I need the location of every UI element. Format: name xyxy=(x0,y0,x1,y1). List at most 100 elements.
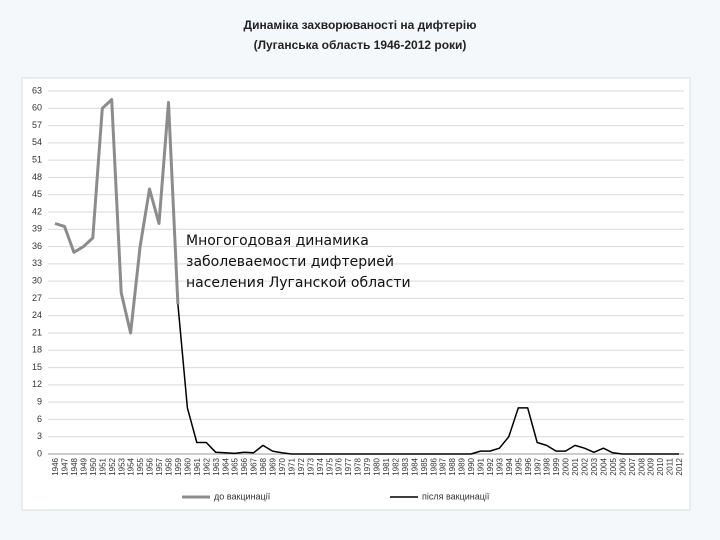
x-tick-label: 1954 xyxy=(127,457,136,475)
series-line xyxy=(54,98,180,335)
x-tick-label: 1959 xyxy=(174,457,183,475)
y-tick-label: 30 xyxy=(32,276,42,286)
annotation: заболеваемости дифтерией xyxy=(186,254,394,270)
x-tick-label: 2008 xyxy=(637,457,646,475)
chart-subtitle: (Луганська область 1946-2012 роки) xyxy=(254,38,467,52)
x-tick-label: 2010 xyxy=(656,457,665,475)
x-tick-label: 2007 xyxy=(628,457,637,475)
x-tick-label: 1960 xyxy=(183,457,192,475)
x-tick-label: 2005 xyxy=(609,457,618,475)
y-tick-label: 54 xyxy=(32,137,42,147)
x-tick-label: 1968 xyxy=(259,457,268,475)
x-tick-label: 1975 xyxy=(325,457,334,475)
y-tick-label: 39 xyxy=(32,224,42,234)
y-tick-label: 27 xyxy=(32,293,42,303)
x-tick-label: 1946 xyxy=(51,457,60,475)
x-tick-label: 2011 xyxy=(666,457,675,475)
x-tick-label: 1971 xyxy=(287,457,296,475)
x-tick-label: 1993 xyxy=(495,457,504,475)
x-tick-label: 2006 xyxy=(618,457,627,475)
x-tick-label: 1995 xyxy=(514,457,523,475)
x-tick-label: 2003 xyxy=(590,457,599,475)
x-tick-label: 1974 xyxy=(316,457,325,475)
x-tick-label: 1951 xyxy=(98,457,107,475)
x-tick-label: 2001 xyxy=(571,457,580,475)
y-tick-label: 57 xyxy=(32,120,42,130)
x-tick-label: 1976 xyxy=(335,457,344,475)
x-tick-label: 1953 xyxy=(117,457,126,475)
x-tick-label: 1967 xyxy=(250,457,259,475)
x-tick-label: 1970 xyxy=(278,457,287,475)
x-tick-label: 1989 xyxy=(458,457,467,475)
x-tick-label: 1948 xyxy=(70,457,79,475)
x-tick-label: 1973 xyxy=(306,457,315,475)
y-tick-label: 24 xyxy=(32,310,42,320)
x-tick-label: 1949 xyxy=(79,457,88,475)
x-tick-label: 1983 xyxy=(401,457,410,475)
x-tick-label: 1987 xyxy=(439,457,448,475)
x-tick-label: 2012 xyxy=(675,457,684,475)
chart-frame xyxy=(21,77,691,511)
x-tick-label: 1990 xyxy=(467,457,476,475)
y-tick-label: 42 xyxy=(32,206,42,216)
x-tick-label: 1998 xyxy=(543,457,552,475)
x-tick-label: 1969 xyxy=(269,457,278,475)
y-tick-label: 48 xyxy=(32,172,42,182)
chart-title: Динаміка захворюваності на дифтерію xyxy=(244,18,477,32)
x-tick-label: 2004 xyxy=(599,457,608,475)
y-tick-label: 9 xyxy=(37,397,42,407)
y-tick-label: 3 xyxy=(37,431,42,441)
y-tick-label: 12 xyxy=(32,379,42,389)
x-tick-label: 1972 xyxy=(297,457,306,475)
series-line xyxy=(177,304,679,455)
x-tick-label: 1984 xyxy=(410,457,419,475)
x-tick-label: 1956 xyxy=(146,457,155,475)
x-tick-label: 1994 xyxy=(505,457,514,475)
x-tick-label: 1982 xyxy=(391,457,400,475)
x-tick-label: 2009 xyxy=(647,457,656,475)
y-tick-label: 45 xyxy=(32,189,42,199)
y-tick-label: 18 xyxy=(32,345,42,355)
x-tick-label: 1955 xyxy=(136,457,145,475)
y-tick-label: 63 xyxy=(32,85,42,95)
x-tick-label: 1952 xyxy=(108,457,117,475)
x-tick-label: 1996 xyxy=(524,457,533,475)
x-tick-label: 1986 xyxy=(429,457,438,475)
x-tick-label: 1979 xyxy=(363,457,372,475)
x-tick-label: 1985 xyxy=(420,457,429,475)
x-tick-label: 1947 xyxy=(61,457,70,475)
y-tick-label: 21 xyxy=(32,327,42,337)
y-tick-label: 36 xyxy=(32,241,42,251)
x-tick-label: 1963 xyxy=(212,457,221,475)
x-tick-label: 1992 xyxy=(486,457,495,475)
x-tick-label: 1978 xyxy=(354,457,363,475)
x-tick-label: 1977 xyxy=(344,457,353,475)
x-tick-label: 1991 xyxy=(477,457,486,475)
y-tick-label: 15 xyxy=(32,362,42,372)
x-tick-label: 2000 xyxy=(562,457,571,475)
x-tick-label: 1997 xyxy=(533,457,542,475)
y-tick-label: 51 xyxy=(32,155,42,165)
x-tick-label: 1958 xyxy=(165,457,174,475)
x-tick-label: 1988 xyxy=(448,457,457,475)
x-tick-label: 1950 xyxy=(89,457,98,475)
x-tick-label: 1965 xyxy=(231,457,240,475)
legend-label: до вакцинації xyxy=(214,491,271,501)
y-tick-label: 33 xyxy=(32,258,42,268)
x-tick-label: 1980 xyxy=(373,457,382,475)
annotation: Многогодовая динамика xyxy=(186,233,369,249)
x-tick-label: 2002 xyxy=(581,457,590,475)
x-tick-label: 1981 xyxy=(382,457,391,475)
x-tick-label: 1966 xyxy=(240,457,249,475)
x-tick-label: 1999 xyxy=(552,457,561,475)
annotation: населения Луганской области xyxy=(186,275,411,291)
y-tick-label: 60 xyxy=(32,103,42,113)
x-tick-label: 1964 xyxy=(221,457,230,475)
x-tick-label: 1962 xyxy=(202,457,211,475)
legend-label: після вакцинації xyxy=(422,491,490,501)
y-tick-label: 6 xyxy=(37,414,42,424)
x-tick-label: 1961 xyxy=(193,457,202,475)
y-tick-label: 0 xyxy=(37,448,42,458)
x-tick-label: 1957 xyxy=(155,457,164,475)
